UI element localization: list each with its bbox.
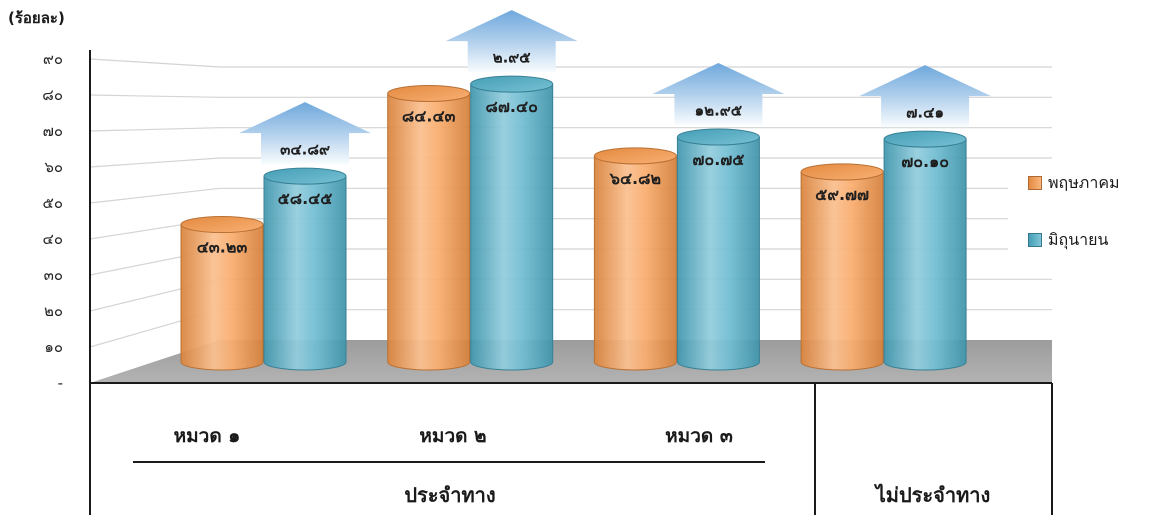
y-tick-label-60: ๖๐	[44, 158, 63, 176]
legend-label-series-2: มิถุนายน	[1048, 229, 1109, 249]
data-label-series-2-category-4: ๗๐.๑๐	[901, 152, 949, 171]
bar-body	[676, 136, 760, 371]
change-label-category-3: ๑๒.๙๕	[695, 102, 743, 120]
y-tick-label-50: ๕๐	[42, 194, 63, 212]
gridline-70	[89, 127, 1052, 132]
bar-series-1-category-4	[800, 163, 884, 371]
y-tick-label-80: ๘๐	[42, 86, 63, 104]
change-label-category-1: ๓๔.๘๙	[280, 141, 330, 159]
category-label-1: หมวด ๑	[173, 425, 241, 447]
bar-series-2-category-3	[676, 128, 760, 371]
bar-top	[593, 147, 677, 165]
bar-body	[593, 155, 677, 371]
data-label-series-2-category-2: ๘๗.๔๐	[486, 97, 538, 116]
data-label-series-1-category-1: ๔๓.๒๓	[197, 238, 248, 257]
up-arrow-icon	[445, 10, 578, 73]
up-arrow-icon	[859, 65, 992, 128]
y-tick-label-20: ๒๐	[44, 302, 63, 320]
gridline-60	[89, 157, 1052, 168]
change-arrow-category-1: ๓๔.๘๙	[239, 102, 371, 165]
bar-series-1-category-1	[180, 216, 264, 371]
bar-body	[387, 93, 471, 371]
gridline-90	[89, 58, 1052, 68]
bar-body	[470, 83, 554, 371]
bar-series-2-category-2	[470, 75, 554, 371]
bar-series-1-category-3	[593, 147, 677, 371]
bar-top	[470, 75, 554, 93]
change-arrow-category-4: ๗.๔๑	[859, 65, 992, 128]
y-tick-label-10: ๑๐	[44, 338, 63, 356]
y-tick-label-90: ๙๐	[43, 50, 63, 68]
change-arrow-category-3: ๑๒.๙๕	[652, 63, 785, 126]
data-label-series-1-category-4: ๕๙.๗๗	[815, 185, 869, 204]
up-arrow-icon	[239, 102, 371, 165]
bar-series-1-category-2	[387, 85, 471, 371]
y-tick-label-70: ๗๐	[43, 122, 63, 140]
legend-item-series-1: พฤษภาคม	[1028, 171, 1120, 195]
up-arrow-icon	[652, 63, 785, 126]
legend-item-series-2: มิถุนายน	[1028, 228, 1108, 252]
gridline-50	[89, 187, 1052, 204]
data-label-series-2-category-1: ๕๘.๔๕	[278, 189, 333, 208]
y-tick-label-0: -	[58, 374, 63, 392]
category-label-3: หมวด ๓	[665, 425, 733, 447]
bar-top	[180, 216, 264, 234]
y-axis-title: (ร้อยละ)	[8, 9, 65, 27]
bar-top	[883, 130, 967, 148]
data-label-series-2-category-3: ๗๐.๗๕	[692, 150, 744, 169]
change-label-category-2: ๒.๙๕	[493, 49, 532, 67]
legend-swatch-series-2	[1028, 233, 1042, 247]
bar-top	[263, 167, 347, 185]
bar-top	[387, 85, 471, 103]
bar-body	[883, 138, 967, 371]
y-tick-label-40: ๔๐	[42, 230, 63, 248]
change-arrow-category-2: ๒.๙๕	[445, 10, 578, 73]
bars	[180, 75, 967, 371]
change-label-category-4: ๗.๔๑	[906, 104, 944, 122]
y-tick-label-30: ๓๐	[44, 266, 63, 284]
bar-top	[676, 128, 760, 146]
legend-label-series-1: พฤษภาคม	[1048, 172, 1120, 192]
bar-series-2-category-1	[263, 167, 347, 371]
category-label-4: ไม่ประจำทาง	[875, 483, 991, 507]
category-label-2: หมวด ๒	[419, 425, 487, 447]
data-label-series-1-category-3: ๖๔.๘๒	[609, 169, 661, 188]
gridline-80	[89, 94, 1052, 98]
bar-series-2-category-4	[883, 130, 967, 371]
legend: พฤษภาคม มิถุนายน	[1008, 162, 1144, 258]
category-group-label-1: ประจำทาง	[404, 483, 496, 507]
legend-swatch-series-1	[1028, 176, 1042, 190]
data-label-series-1-category-2: ๘๔.๔๓	[402, 107, 456, 126]
bar-top	[800, 163, 884, 181]
